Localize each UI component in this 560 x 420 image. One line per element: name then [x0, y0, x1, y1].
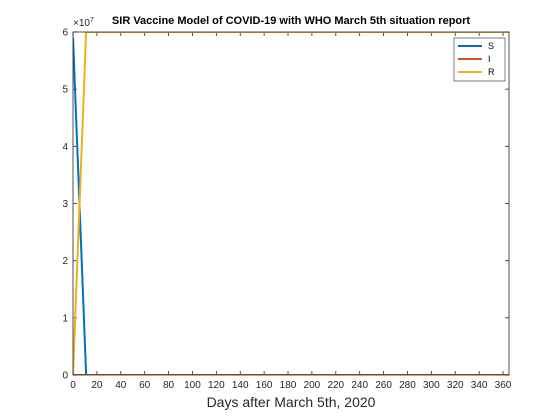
- x-tick-label: 300: [423, 380, 440, 391]
- x-tick-label: 240: [351, 380, 368, 391]
- x-tick-label: 260: [375, 380, 392, 391]
- y-tick-label: 4: [62, 142, 68, 153]
- x-tick-label: 80: [163, 380, 175, 391]
- x-tick-label: 340: [471, 380, 488, 391]
- y-tick-label: 0: [62, 371, 68, 382]
- x-tick-label: 360: [495, 380, 512, 391]
- x-tick-label: 60: [139, 380, 151, 391]
- legend: SIR: [453, 37, 506, 82]
- x-tick-label: 100: [184, 380, 201, 391]
- y-multiplier-base: ×10: [73, 18, 90, 29]
- x-tick-label: 40: [115, 380, 127, 391]
- y-tick-label: 1: [62, 313, 68, 324]
- y-tick-label: 3: [62, 199, 68, 210]
- legend-label-s: S: [488, 41, 494, 51]
- x-tick-label: 0: [70, 380, 76, 391]
- x-tick-label: 160: [256, 380, 273, 391]
- x-tick-label: 280: [399, 380, 416, 391]
- series-line-s: [73, 37, 509, 375]
- x-tick-label: 20: [91, 380, 103, 391]
- y-axis-multiplier: ×107: [73, 17, 94, 29]
- x-tick-label: 320: [447, 380, 464, 391]
- x-tick-label: 200: [304, 380, 321, 391]
- x-tick-label: 220: [327, 380, 344, 391]
- series-line-r: [73, 32, 509, 375]
- y-multiplier-exponent: 7: [90, 17, 94, 24]
- y-tick-label: 6: [62, 28, 68, 39]
- legend-label-r: R: [488, 67, 495, 77]
- x-tick-label: 140: [232, 380, 249, 391]
- plot-area: [73, 32, 509, 375]
- y-tick-label: 5: [62, 85, 68, 96]
- series-lines: [73, 32, 509, 375]
- x-axis-label: Days after March 5th, 2020: [207, 394, 376, 410]
- legend-label-i: I: [488, 54, 491, 64]
- x-tick-label: 120: [208, 380, 225, 391]
- chart-title: SIR Vaccine Model of COVID-19 with WHO M…: [112, 15, 470, 27]
- plot-frame: [72, 31, 510, 376]
- x-axis-ticks: 0 20 40 60 80 100 120 140 160 180 200 220 240 260 280 3…: [70, 32, 512, 391]
- y-tick-label: 2: [62, 256, 68, 267]
- x-tick-label: 180: [280, 380, 297, 391]
